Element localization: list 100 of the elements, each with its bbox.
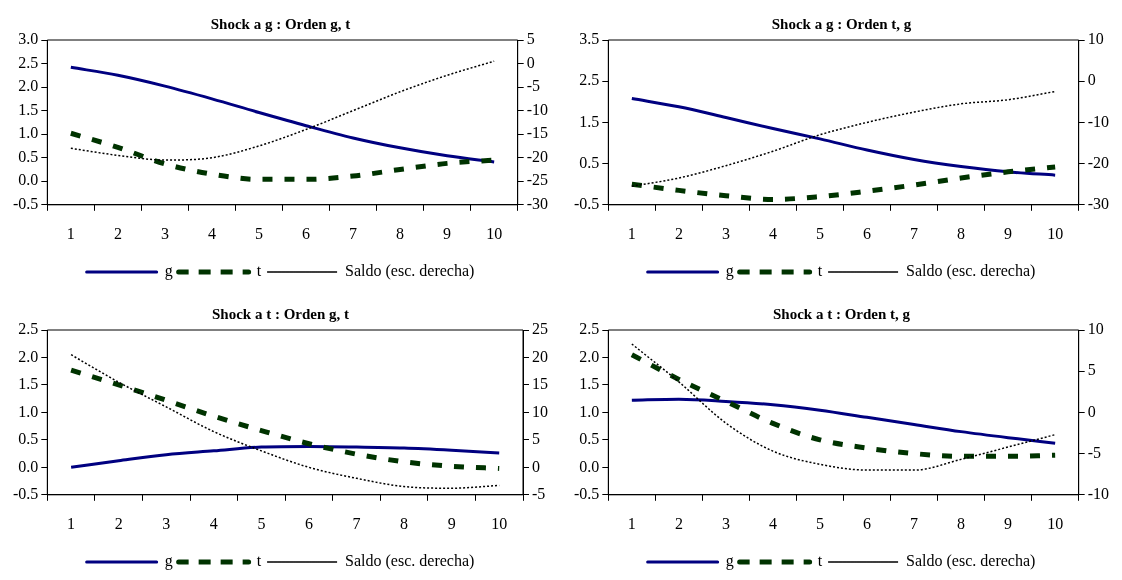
x-tick-label: 3 bbox=[721, 224, 730, 242]
legend-label: t bbox=[256, 552, 262, 570]
y-tick-label: 2.5 bbox=[579, 71, 600, 89]
y2-tick-label: -20 bbox=[1087, 153, 1109, 171]
y-tick-label: 2.5 bbox=[18, 320, 39, 338]
y2-tick-label: 5 bbox=[1087, 361, 1096, 379]
y2-tick-label: -20 bbox=[526, 147, 548, 165]
y-tick-label: 0.0 bbox=[18, 457, 39, 475]
x-tick-label: 5 bbox=[257, 514, 266, 532]
x-tick-label: 3 bbox=[160, 224, 169, 242]
y2-tick-label: 25 bbox=[532, 320, 548, 338]
y2-tick-label: 0 bbox=[1087, 402, 1096, 420]
x-tick-label: 10 bbox=[1047, 514, 1064, 532]
y2-tick-label: -10 bbox=[1087, 485, 1109, 502]
legend-label: t bbox=[817, 262, 823, 280]
y-tick-label: 2.0 bbox=[579, 347, 600, 365]
legend-label: g bbox=[725, 262, 734, 281]
y-tick-label: 1.5 bbox=[18, 100, 39, 118]
y-tick-label: -0.5 bbox=[574, 485, 600, 502]
y-tick-label: -0.5 bbox=[13, 195, 39, 212]
y-tick-label: 0.0 bbox=[579, 457, 600, 475]
x-tick-label: 7 bbox=[910, 224, 919, 242]
x-tick-label: 8 bbox=[400, 514, 409, 532]
line-series bbox=[630, 397, 1057, 445]
y-tick-label: 0.5 bbox=[18, 147, 39, 165]
x-tick-label: 9 bbox=[1004, 514, 1013, 532]
legend-label: t bbox=[817, 552, 823, 570]
x-tick-label: 4 bbox=[768, 514, 777, 532]
y-tick-label: 1.0 bbox=[579, 402, 600, 420]
x-tick-label: 1 bbox=[66, 224, 75, 242]
x-tick-label: 2 bbox=[674, 224, 683, 242]
x-tick-label: 2 bbox=[114, 514, 123, 532]
x-tick-label: 2 bbox=[674, 514, 683, 532]
y-tick-label: 2.0 bbox=[18, 77, 39, 95]
x-tick-label: 9 bbox=[447, 514, 456, 532]
legend-label: Saldo (esc. derecha) bbox=[906, 552, 1036, 571]
chart-title: Shock a t : Orden g, t bbox=[211, 305, 350, 322]
x-tick-label: 10 bbox=[491, 514, 508, 532]
y2-tick-label: 10 bbox=[532, 402, 548, 420]
y2-tick-label: 15 bbox=[532, 375, 548, 393]
x-tick-label: 1 bbox=[67, 514, 76, 532]
y2-tick-label: 10 bbox=[1087, 320, 1104, 338]
y-tick-label: 2.5 bbox=[579, 320, 600, 338]
y-tick-label: 1.5 bbox=[579, 375, 600, 393]
y-tick-label: 3.0 bbox=[18, 30, 39, 48]
x-tick-label: 4 bbox=[207, 224, 216, 242]
x-tick-label: 9 bbox=[443, 224, 452, 242]
y2-tick-label: 0 bbox=[532, 457, 540, 475]
x-tick-label: 7 bbox=[352, 514, 361, 532]
x-tick-label: 9 bbox=[1004, 224, 1013, 242]
y2-tick-label: 5 bbox=[532, 430, 540, 448]
y-tick-label: 2.5 bbox=[18, 53, 39, 71]
x-tick-label: 2 bbox=[113, 224, 122, 242]
x-tick-label: 1 bbox=[627, 514, 636, 532]
x-tick-label: 4 bbox=[209, 514, 218, 532]
y2-tick-label: 5 bbox=[526, 30, 535, 48]
x-tick-label: 3 bbox=[721, 514, 730, 532]
x-tick-label: 6 bbox=[302, 224, 311, 242]
y2-tick-label: 0 bbox=[1087, 71, 1096, 89]
line-series bbox=[630, 97, 1057, 177]
x-tick-label: 5 bbox=[815, 514, 824, 532]
chart-title: Shock a g : Orden t, g bbox=[771, 15, 912, 32]
y2-tick-label: -5 bbox=[526, 77, 540, 95]
y2-tick-label: -15 bbox=[526, 124, 548, 142]
y-tick-label: 1.5 bbox=[18, 375, 39, 393]
legend-label: t bbox=[256, 262, 262, 280]
x-tick-label: 7 bbox=[910, 514, 919, 532]
x-tick-label: 8 bbox=[957, 514, 966, 532]
x-tick-label: 10 bbox=[486, 224, 503, 242]
legend-label: g bbox=[725, 552, 734, 571]
x-tick-label: 8 bbox=[396, 224, 405, 242]
legend-label: Saldo (esc. derecha) bbox=[345, 262, 475, 281]
y-tick-label: 1.0 bbox=[18, 124, 39, 142]
y2-tick-label: -25 bbox=[526, 171, 548, 189]
line-series bbox=[70, 353, 500, 489]
x-tick-label: 6 bbox=[863, 224, 872, 242]
y2-tick-label: 20 bbox=[532, 347, 548, 365]
y2-tick-label: 0 bbox=[526, 53, 535, 71]
legend-label: Saldo (esc. derecha) bbox=[345, 552, 475, 571]
legend-label: g bbox=[164, 552, 173, 571]
chart-title: Shock a g : Orden g, t bbox=[210, 15, 351, 32]
y2-tick-label: -10 bbox=[526, 100, 548, 118]
x-tick-label: 6 bbox=[304, 514, 313, 532]
x-tick-label: 4 bbox=[768, 224, 777, 242]
x-tick-label: 8 bbox=[957, 224, 966, 242]
legend-label: Saldo (esc. derecha) bbox=[906, 262, 1036, 281]
y2-tick-label: -30 bbox=[1087, 195, 1109, 212]
y2-tick-label: -5 bbox=[532, 485, 546, 502]
y-tick-label: 1.0 bbox=[18, 402, 39, 420]
y-tick-label: 0.5 bbox=[18, 430, 39, 448]
y-tick-label: -0.5 bbox=[13, 485, 39, 502]
line-series bbox=[69, 444, 501, 469]
chart-title: Shock a t : Orden t, g bbox=[772, 305, 911, 322]
y-tick-label: 0.5 bbox=[579, 153, 600, 171]
y-tick-label: 3.5 bbox=[579, 30, 600, 48]
x-tick-label: 5 bbox=[254, 224, 263, 242]
x-tick-label: 6 bbox=[863, 514, 872, 532]
y-tick-label: 2.0 bbox=[18, 347, 39, 365]
y2-tick-label: -30 bbox=[526, 195, 548, 212]
x-tick-label: 1 bbox=[627, 224, 636, 242]
